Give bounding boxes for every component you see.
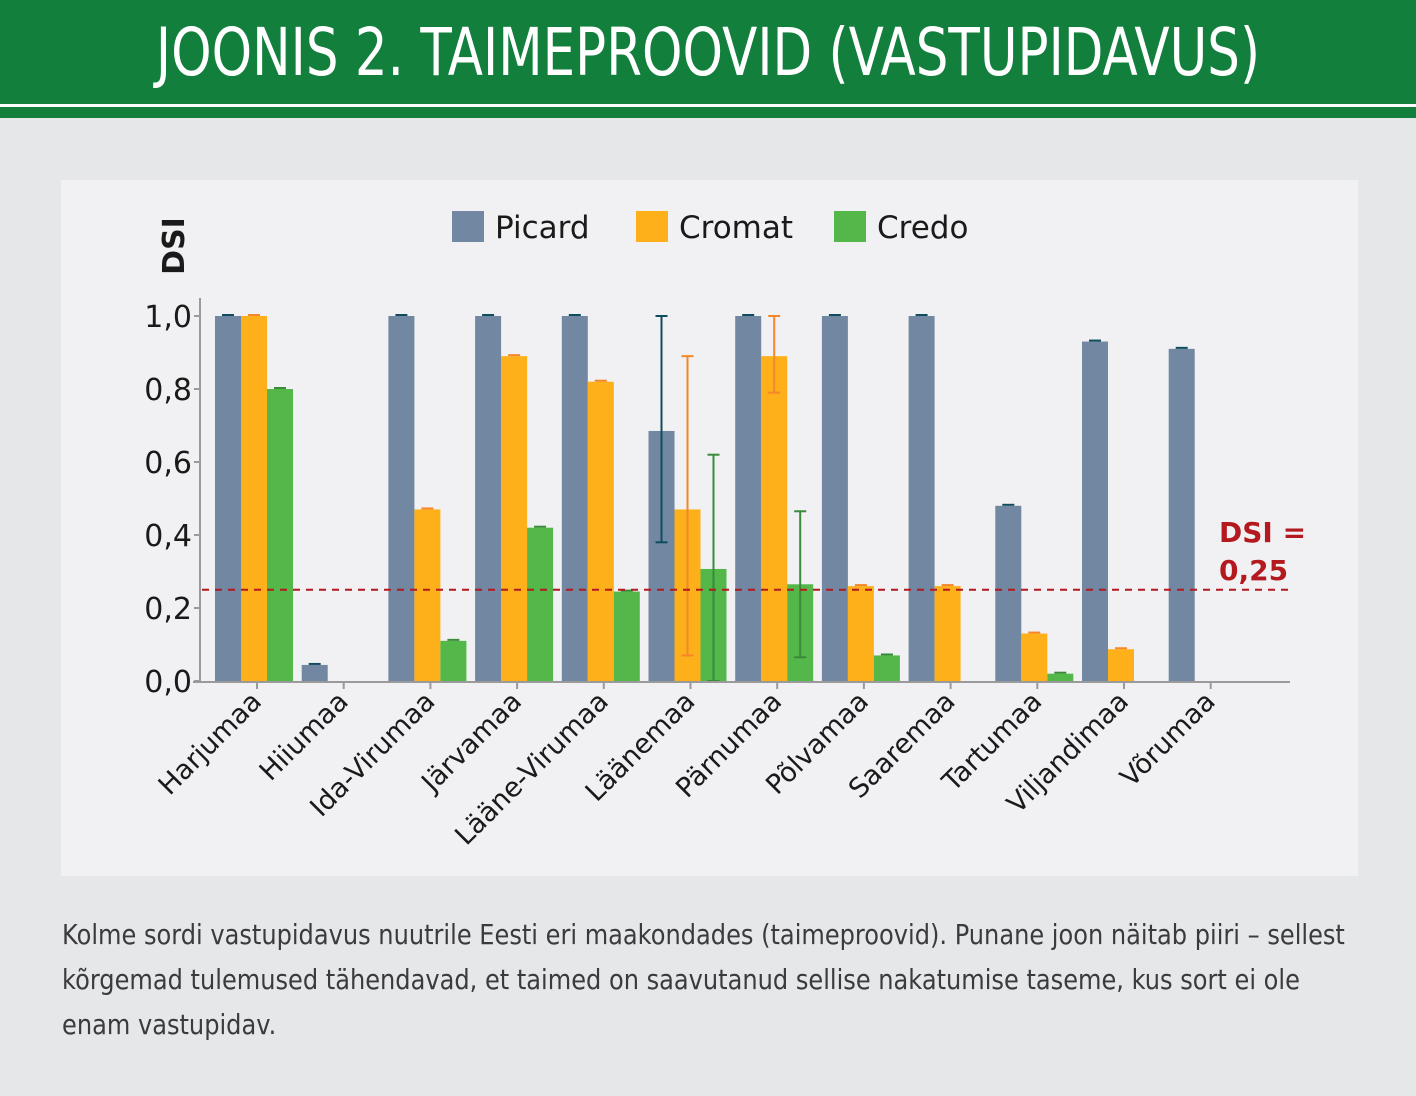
bar-cromat-3 <box>501 356 528 681</box>
bar-picard-6 <box>735 316 762 681</box>
bar-cromat-0 <box>241 316 267 681</box>
bar-picard-1 <box>301 664 328 681</box>
bar-cromat-8 <box>934 586 961 681</box>
x-tick-label: Võrumaa <box>1115 686 1222 793</box>
bar-cromat-2 <box>414 509 441 681</box>
bar-picard-0 <box>215 316 241 681</box>
legend-label-cromat: Cromat <box>679 210 793 246</box>
bar-picard-11 <box>1168 348 1195 681</box>
bar-picard-8 <box>908 316 935 681</box>
threshold-label-line2: 0,25 <box>1219 554 1288 587</box>
legend-swatch-credo <box>834 211 866 242</box>
title-underline <box>0 104 1416 107</box>
y-tick-label: 1,0 <box>144 300 192 335</box>
bar-cromat-10 <box>1108 649 1134 681</box>
bar-picard-10 <box>1082 341 1108 681</box>
bar-credo-4 <box>613 591 640 681</box>
x-tick-label: Lääne-Virumaa <box>449 686 614 851</box>
y-tick-label: 0,0 <box>144 665 192 700</box>
bar-credo-3 <box>527 527 554 681</box>
y-tick-label: 0,4 <box>144 519 192 554</box>
bar-credo-7 <box>873 655 900 681</box>
bar-cromat-6 <box>761 356 788 681</box>
figure-caption: Kolme sordi vastupidavus nuutrile Eesti … <box>62 918 1345 1041</box>
bar-picard-7 <box>821 316 848 681</box>
bar-credo-2 <box>440 640 467 681</box>
bar-cromat-9 <box>1021 633 1048 681</box>
legend-label-credo: Credo <box>877 210 968 246</box>
legend: Picard Cromat Credo <box>452 210 968 246</box>
y-tick-label: 0,6 <box>144 446 192 481</box>
bar-picard-4 <box>561 316 588 681</box>
bar-chart: Picard Cromat Credo DSI 0,0 0,2 0,4 0,6 0,8 1,0… <box>144 210 1306 852</box>
bar-picard-9 <box>995 505 1022 681</box>
bar-credo-0 <box>267 389 293 681</box>
bar-credo-9 <box>1047 673 1074 681</box>
y-tick-label: 0,8 <box>144 373 192 408</box>
bar-picard-2 <box>388 316 415 681</box>
chart-title: JOONIS 2. TAIMEPROOVID (VASTUPIDAVUS) <box>155 14 1261 91</box>
y-axis-label: DSI <box>157 217 192 275</box>
title-banner: JOONIS 2. TAIMEPROOVID (VASTUPIDAVUS) <box>0 0 1416 118</box>
x-tick-label: Harjumaa <box>153 686 268 801</box>
legend-swatch-cromat <box>636 211 668 242</box>
y-tick-label: 0,2 <box>144 592 192 627</box>
bar-cromat-4 <box>587 381 614 681</box>
legend-label-picard: Picard <box>495 210 590 246</box>
legend-swatch-picard <box>452 211 484 242</box>
threshold-label-line1: DSI = <box>1219 516 1306 549</box>
bar-cromat-7 <box>847 586 874 681</box>
bar-picard-3 <box>475 316 502 681</box>
